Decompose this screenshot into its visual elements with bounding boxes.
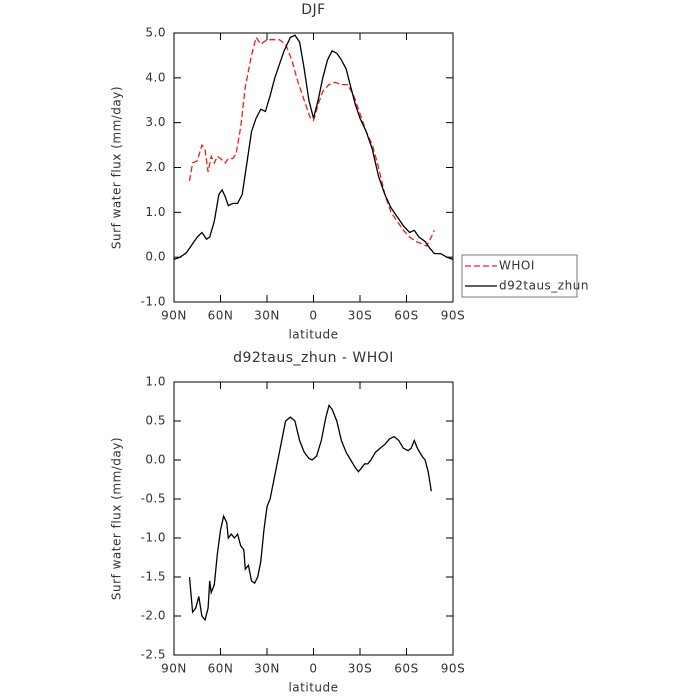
y-tick-label: -1.5	[141, 570, 166, 584]
data-line	[188, 35, 435, 247]
chart-title: DJF	[301, 2, 325, 18]
x-tick-label: 60S	[394, 309, 418, 323]
y-tick-label: 4.0	[145, 70, 166, 84]
y-axis-label: Surf water flux (mm/day)	[110, 86, 124, 249]
y-tick-label: -1.0	[141, 531, 166, 545]
legend-label: WHOI	[499, 259, 535, 273]
x-tick-label: 30S	[348, 309, 372, 323]
x-tick-label: 90S	[441, 662, 465, 676]
y-tick-label: 5.0	[145, 26, 166, 40]
legend-label: d92taus_zhun	[499, 279, 589, 293]
data-line	[173, 34, 454, 261]
legend-box	[461, 254, 578, 298]
chart-title: d92taus_zhun - WHOI	[233, 350, 394, 366]
x-tick-label: 90N	[161, 309, 187, 323]
x-tick-label: 0	[309, 309, 317, 323]
y-tick-label: -1.0	[141, 295, 166, 309]
x-tick-label: 90N	[161, 662, 187, 676]
y-tick-label: 0.5	[145, 414, 166, 428]
y-tick-label: 0.0	[145, 453, 166, 467]
plot-frame	[173, 32, 454, 303]
x-tick-label: 60N	[208, 309, 234, 323]
x-axis-label: latitude	[288, 681, 338, 695]
y-tick-label: -0.5	[141, 492, 166, 506]
data-line	[188, 403, 432, 622]
plot-frame	[173, 381, 454, 656]
x-tick-label: 60N	[208, 662, 234, 676]
y-tick-label: 1.0	[145, 375, 166, 389]
y-tick-label: 2.0	[145, 160, 166, 174]
y-tick-label: -2.0	[141, 609, 166, 623]
x-tick-label: 30N	[254, 662, 280, 676]
y-axis-label: Surf water flux (mm/day)	[110, 437, 124, 600]
x-axis-label: latitude	[288, 328, 338, 342]
y-tick-label: 0.0	[145, 250, 166, 264]
x-tick-label: 0	[309, 662, 317, 676]
x-tick-label: 90S	[441, 309, 465, 323]
y-tick-label: 3.0	[145, 115, 166, 129]
x-tick-label: 30S	[348, 662, 372, 676]
y-tick-label: 1.0	[145, 205, 166, 219]
x-tick-label: 30N	[254, 309, 280, 323]
x-tick-label: 60S	[394, 662, 418, 676]
y-tick-label: -2.5	[141, 648, 166, 662]
